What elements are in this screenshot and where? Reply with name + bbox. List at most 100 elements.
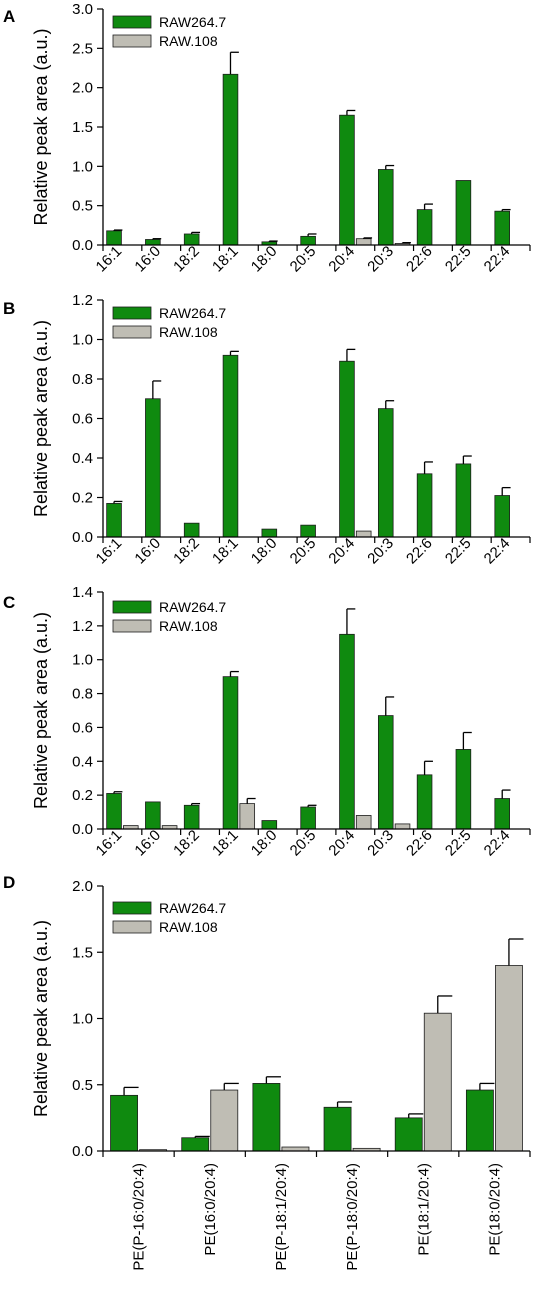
legend-label: RAW264.7 bbox=[159, 14, 226, 30]
bar-raw264-7 bbox=[465, 1089, 494, 1152]
bar-raw264-7 bbox=[494, 798, 510, 830]
chart-panel-c: C Relative peak area (a.u.) 0.0 0.2 0.4 0.6 0.… bbox=[3, 584, 531, 860]
x-tick-label: 20:3 bbox=[364, 827, 397, 860]
x-tick-label: 20:5 bbox=[287, 827, 320, 860]
bar-raw264-7 bbox=[416, 209, 433, 246]
bar-raw264-7 bbox=[145, 398, 161, 538]
x-tick-label: 20:3 bbox=[364, 535, 397, 568]
x-tick-label: 18:1 bbox=[209, 827, 242, 860]
x-tick-label: 18:2 bbox=[170, 243, 203, 276]
x-tick-label: 22:4 bbox=[481, 243, 514, 276]
bar-raw264-7 bbox=[339, 360, 355, 538]
y-axis-label: Relative peak area (a.u.) bbox=[31, 320, 51, 517]
x-tick-label: 16:1 bbox=[93, 535, 126, 568]
bar-raw264-7 bbox=[300, 524, 316, 538]
legend-swatch bbox=[112, 15, 152, 29]
panel-letter: B bbox=[3, 299, 15, 318]
panel-letter: A bbox=[3, 7, 15, 26]
x-tick-label: 20:5 bbox=[287, 243, 320, 276]
legend-swatch bbox=[112, 306, 152, 320]
x-tick-label: PE(16:0/20:4) bbox=[202, 1163, 219, 1256]
bar-raw264-7 bbox=[494, 495, 510, 538]
bar-raw264-7 bbox=[416, 473, 433, 538]
x-tick-label: 18:0 bbox=[248, 535, 281, 568]
bar-raw-108 bbox=[355, 530, 372, 538]
legend-label: RAW.108 bbox=[159, 919, 218, 935]
bar-raw264-7 bbox=[455, 463, 472, 538]
bar-raw-108 bbox=[239, 803, 256, 830]
x-tick-label: 16:1 bbox=[93, 827, 126, 860]
bar-raw264-7 bbox=[455, 180, 472, 246]
x-tick-label: PE(18:0/20:4) bbox=[486, 1163, 503, 1256]
y-axis-label: Relative peak area (a.u.) bbox=[31, 920, 51, 1117]
y-tick-label: 0.8 bbox=[72, 371, 93, 388]
bar-raw264-7 bbox=[183, 522, 200, 538]
y-tick-label: 0.2 bbox=[72, 490, 93, 507]
bar-raw-108 bbox=[423, 1012, 452, 1152]
y-tick-label: 0.0 bbox=[72, 529, 93, 546]
y-tick-label: 0.4 bbox=[72, 450, 93, 467]
x-tick-label: 16:1 bbox=[93, 243, 126, 276]
bar-raw264-7 bbox=[106, 793, 122, 830]
panel-letter: C bbox=[3, 593, 15, 612]
y-tick-label: 0.4 bbox=[72, 753, 93, 770]
legend-label: RAW.108 bbox=[159, 618, 218, 634]
x-tick-label: 18:0 bbox=[248, 243, 281, 276]
y-tick-label: 0.0 bbox=[72, 1143, 93, 1160]
bar-raw264-7 bbox=[222, 354, 239, 538]
bar-raw264-7 bbox=[377, 715, 394, 830]
x-tick-label: 16:0 bbox=[131, 827, 164, 860]
bar-raw264-7 bbox=[455, 749, 472, 830]
y-tick-label: 0.6 bbox=[72, 719, 93, 736]
legend-swatch bbox=[112, 901, 152, 915]
bar-raw264-7 bbox=[394, 1117, 423, 1152]
y-tick-label: 2.5 bbox=[72, 40, 93, 57]
bar-raw-108 bbox=[394, 823, 411, 830]
y-tick-label: 1.2 bbox=[72, 618, 93, 635]
y-tick-label: 1.0 bbox=[72, 332, 93, 349]
chart-panel-d: D Relative peak area (a.u.) 0.0 0.5 1.0 1.5 2.… bbox=[3, 873, 531, 1271]
x-tick-label: 18:1 bbox=[209, 535, 242, 568]
x-tick-label: 16:0 bbox=[131, 535, 164, 568]
legend-swatch bbox=[112, 325, 152, 339]
legend-swatch bbox=[112, 920, 152, 934]
x-tick-label: PE(P-16:0/20:4) bbox=[131, 1163, 148, 1271]
bar-raw264-7 bbox=[110, 1094, 138, 1152]
legend: RAW264.7 RAW.108 bbox=[112, 599, 226, 634]
y-tick-label: 1.2 bbox=[72, 292, 93, 309]
bar-raw264-7 bbox=[106, 230, 122, 246]
x-tick-label: 18:2 bbox=[170, 827, 203, 860]
x-tick-label: 18:2 bbox=[170, 535, 203, 568]
bar-raw264-7 bbox=[252, 1083, 281, 1152]
y-axis-label: Relative peak area (a.u.) bbox=[31, 612, 51, 809]
x-tick-label: 22:6 bbox=[403, 535, 436, 568]
x-tick-label: 22:6 bbox=[403, 827, 436, 860]
bar-raw-108 bbox=[355, 238, 372, 246]
x-tick-label: 22:5 bbox=[442, 243, 475, 276]
x-tick-label: 18:1 bbox=[209, 243, 242, 276]
y-tick-label: 2.0 bbox=[72, 80, 93, 97]
bar-raw-108 bbox=[355, 815, 372, 830]
bar-raw264-7 bbox=[377, 408, 394, 538]
bar-raw264-7 bbox=[222, 676, 239, 830]
x-tick-label: 22:4 bbox=[481, 827, 514, 860]
chart-panel-b: B Relative peak area (a.u.) 0.0 0.2 0.4 0.6 0.… bbox=[3, 292, 531, 568]
bar-raw264-7 bbox=[183, 804, 200, 830]
chart-panel-a: A Relative peak area (a.u.) 0.0 0.5 1.0 1.5 2.… bbox=[3, 1, 531, 276]
bar-raw264-7 bbox=[494, 210, 510, 246]
y-tick-label: 1.5 bbox=[72, 119, 93, 136]
legend: RAW264.7 RAW.108 bbox=[112, 14, 226, 49]
bar-raw-108 bbox=[495, 965, 523, 1152]
legend-label: RAW264.7 bbox=[159, 599, 226, 615]
x-tick-label: 20:4 bbox=[325, 827, 358, 860]
bar-raw264-7 bbox=[181, 1137, 210, 1152]
x-tick-label: 20:4 bbox=[325, 243, 358, 276]
bar-raw264-7 bbox=[339, 633, 355, 830]
y-tick-label: 0.5 bbox=[72, 1077, 93, 1094]
legend-swatch bbox=[112, 600, 152, 614]
bar-raw264-7 bbox=[416, 774, 433, 830]
y-tick-label: 1.5 bbox=[72, 944, 93, 961]
y-tick-label: 0.5 bbox=[72, 198, 93, 215]
y-axis-label: Relative peak area (a.u.) bbox=[31, 28, 51, 225]
